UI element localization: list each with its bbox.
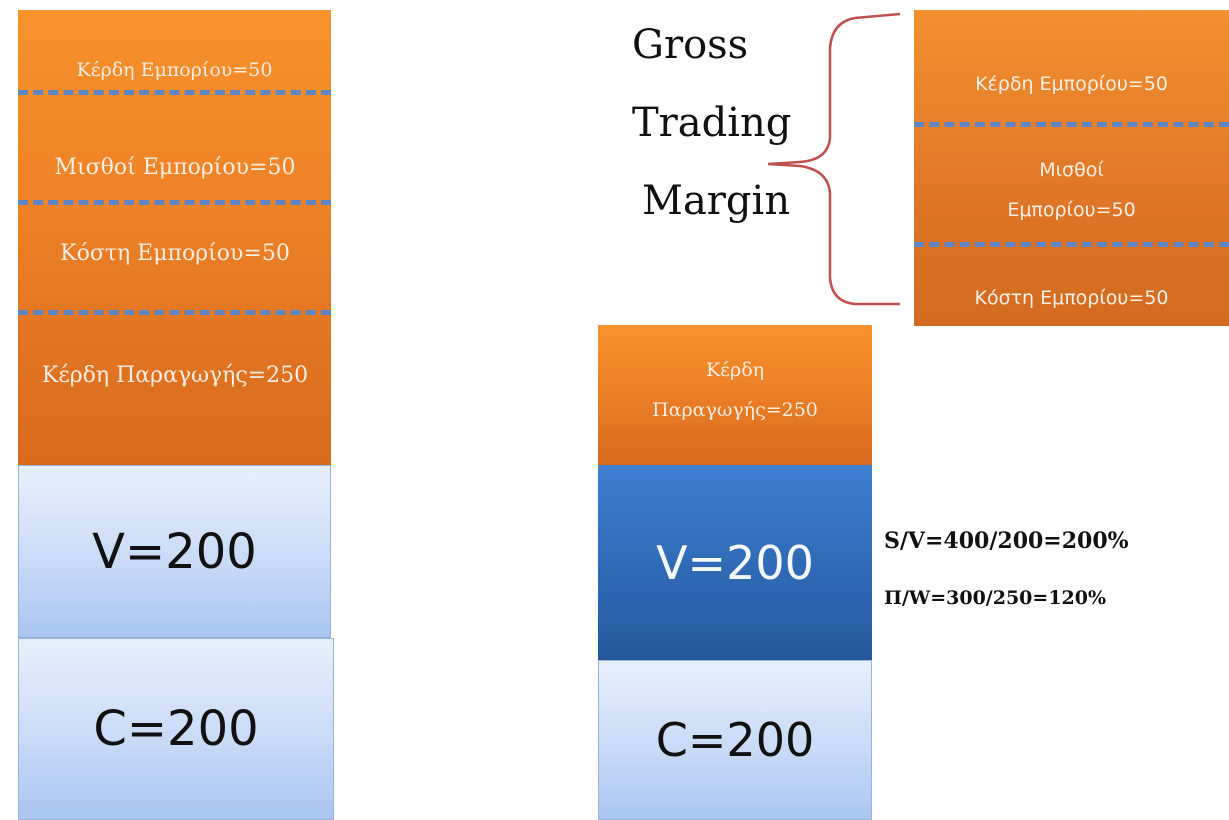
curly-brace-icon [767, 12, 901, 306]
left-production-profit: Κέρδη Παραγωγής=250 [41, 363, 309, 388]
right-production-profit-line2: Παραγωγής=250 [652, 398, 818, 421]
right-merchant-costs: Κόστη Εμπορίου=50 [974, 286, 1169, 309]
label-gross: Gross [632, 22, 749, 68]
left-orange-block [18, 10, 331, 465]
right-merchant-profit: Κέρδη Εμπορίου=50 [975, 72, 1168, 95]
label-margin: Margin [642, 178, 791, 224]
label-trading: Trading [632, 100, 792, 146]
left-merchant-wages: Μισθοί Εμπορίου=50 [54, 155, 296, 180]
right-production-block [598, 325, 872, 465]
right-divider-1 [914, 122, 1229, 127]
left-divider-1 [18, 90, 331, 95]
left-constant-capital: C=200 [18, 638, 334, 820]
left-merchant-profit: Κέρδη Εμπορίου=50 [76, 58, 273, 81]
left-variable-capital: V=200 [18, 465, 331, 638]
right-constant-capital: C=200 [598, 660, 872, 820]
right-divider-2 [914, 242, 1229, 247]
left-merchant-costs: Κόστη Εμπορίου=50 [60, 241, 290, 266]
right-production-profit-line1: Κέρδη [705, 358, 765, 381]
right-merchant-wages-line1: Μισθοί [1039, 158, 1104, 181]
left-divider-2 [18, 200, 331, 205]
right-top-orange-block [914, 10, 1229, 326]
ratio-surplus-rate: S/V=400/200=200% [884, 528, 1129, 554]
ratio-profit-rate: Π/W=300/250=120% [884, 587, 1107, 609]
right-merchant-wages-line2: Εμπορίου=50 [1007, 198, 1136, 221]
left-divider-3 [18, 310, 331, 315]
right-variable-capital: V=200 [598, 465, 872, 660]
